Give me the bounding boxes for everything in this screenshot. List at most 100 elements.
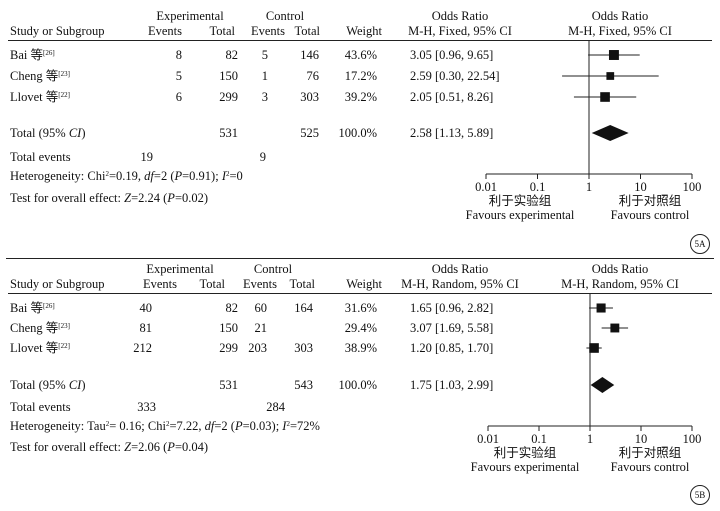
x-tick-label: 10 <box>634 432 648 446</box>
exp-events-cell: 5 <box>175 69 182 83</box>
exp-total-cell: 150 <box>219 321 238 335</box>
total-weight: 100.0% <box>338 126 377 140</box>
exp-total-cell: 82 <box>225 48 239 62</box>
header-rule <box>8 40 712 41</box>
ctl-events-cell: 1 <box>261 69 268 83</box>
total-ci: 1.75 [1.03, 2.99] <box>410 378 494 392</box>
x-tick-label: 0.1 <box>531 432 547 446</box>
forest-plot-svg <box>487 293 693 431</box>
study-name: Llovet 等[22] <box>10 341 70 355</box>
plot-method: M-H, Random, 95% CI <box>561 277 679 291</box>
ctl-events-cell: 21 <box>254 321 268 335</box>
total-label: Total (95% CI) <box>10 378 86 392</box>
point-estimate-square <box>610 323 620 333</box>
panel-badge: 5B <box>690 485 710 505</box>
study-header: Study or Subgroup <box>10 277 105 291</box>
exp-group-header: Experimental <box>156 9 224 23</box>
total-ci: 2.58 [1.13, 5.89] <box>410 126 494 140</box>
plot-title: Odds Ratio <box>591 262 649 276</box>
ctl-events-header: Events <box>250 24 285 38</box>
ctl-total-cell: 164 <box>294 301 313 315</box>
total-exp: 531 <box>219 378 238 392</box>
or-method: M-H, Fixed, 95% CI <box>408 24 512 38</box>
ci-cell: 1.65 [0.96, 2.82] <box>410 301 494 315</box>
ctl-events-cell: 203 <box>248 341 267 355</box>
total-ctl: 525 <box>300 126 319 140</box>
weight-cell: 43.6% <box>344 48 377 62</box>
study-header: Study or Subgroup <box>10 24 105 38</box>
exp-total-header: Total <box>199 277 225 291</box>
point-estimate-square <box>608 50 619 60</box>
total-events-label: Total events <box>10 400 71 414</box>
exp-total-cell: 150 <box>219 69 238 83</box>
ci-cell: 2.59 [0.30, 22.54] <box>410 69 500 83</box>
forest-plot-b: Experimental Control Odds Ratio Odds Rat… <box>0 259 720 511</box>
weight-cell: 39.2% <box>344 90 377 104</box>
ci-cell: 3.05 [0.96, 9.65] <box>410 48 494 62</box>
x-tick-label: 0.1 <box>529 180 546 194</box>
header-rule <box>8 293 712 294</box>
pooled-diamond <box>591 125 629 141</box>
plot-method: M-H, Fixed, 95% CI <box>568 24 672 38</box>
exp-events-cell: 212 <box>133 341 152 355</box>
heterogeneity-text: Heterogeneity: Tau2= 0.16; Chi2=7.22, df… <box>10 419 320 433</box>
ci-cell: 3.07 [1.69, 5.58] <box>410 321 494 335</box>
ctl-events-header: Events <box>242 277 277 291</box>
favours-right-cn: 利于对照组 <box>618 446 682 460</box>
favours-left: Favours experimental <box>470 460 580 474</box>
panel-divider <box>6 258 714 259</box>
overall-effect-text: Test for overall effect: Z=2.06 (P=0.04) <box>10 440 209 454</box>
ctl-total-cell: 303 <box>300 90 319 104</box>
weight-cell: 17.2% <box>344 69 377 83</box>
exp-events-cell: 6 <box>175 90 182 104</box>
favours-right: Favours control <box>610 460 690 474</box>
point-estimate-square <box>589 343 599 353</box>
pooled-diamond <box>590 377 615 393</box>
weight-cell: 31.6% <box>344 301 377 315</box>
study-name: Cheng 等[23] <box>10 69 70 83</box>
study-name: Cheng 等[23] <box>10 321 70 335</box>
x-tick-label: 1 <box>586 432 594 446</box>
ctl-group-header: Control <box>253 262 293 276</box>
total-events-exp: 333 <box>137 400 156 414</box>
weight-header: Weight <box>346 24 382 38</box>
total-label: Total (95% CI) <box>10 126 86 140</box>
forest-plot-a: Experimental Control Odds Ratio Odds Rat… <box>8 9 712 254</box>
point-estimate-square <box>606 72 615 80</box>
point-estimate-square <box>600 92 610 102</box>
exp-total-cell: 82 <box>225 301 239 315</box>
total-weight: 100.0% <box>338 378 377 392</box>
total-events-ctl: 284 <box>266 400 285 414</box>
exp-events-cell: 40 <box>139 301 153 315</box>
or-title: Odds Ratio <box>431 262 489 276</box>
ctl-total-header: Total <box>294 24 320 38</box>
panel-badge: 5A <box>690 234 710 254</box>
ctl-group-header: Control <box>265 9 305 23</box>
ctl-total-header: Total <box>289 277 315 291</box>
total-events-ctl: 9 <box>259 150 266 164</box>
favours-right: Favours control <box>610 208 690 222</box>
study-name: Bai 等[26] <box>10 301 55 315</box>
x-tick-label: 100 <box>682 180 702 194</box>
x-tick-label: 100 <box>682 432 702 446</box>
exp-events-header: Events <box>147 24 182 38</box>
study-name: Bai 等[26] <box>10 48 55 62</box>
ctl-total-cell: 146 <box>300 48 319 62</box>
overall-effect-text: Test for overall effect: Z=2.24 (P=0.02) <box>10 191 209 205</box>
or-method: M-H, Random, 95% CI <box>401 277 519 291</box>
x-tick-label: 1 <box>585 180 593 194</box>
point-estimate-square <box>596 303 606 313</box>
ctl-events-cell: 60 <box>254 301 268 315</box>
ctl-events-cell: 3 <box>261 90 268 104</box>
favours-left: Favours experimental <box>465 208 575 222</box>
exp-events-cell: 8 <box>175 48 182 62</box>
ctl-total-cell: 303 <box>294 341 313 355</box>
forest-plot-svg <box>485 40 693 179</box>
x-tick-label: 10 <box>634 180 647 194</box>
weight-cell: 38.9% <box>344 341 377 355</box>
ci-cell: 1.20 [0.85, 1.70] <box>410 341 494 355</box>
favours-left-cn: 利于实验组 <box>488 194 552 208</box>
exp-total-cell: 299 <box>219 90 238 104</box>
total-exp: 531 <box>219 126 238 140</box>
weight-header: Weight <box>346 277 382 291</box>
